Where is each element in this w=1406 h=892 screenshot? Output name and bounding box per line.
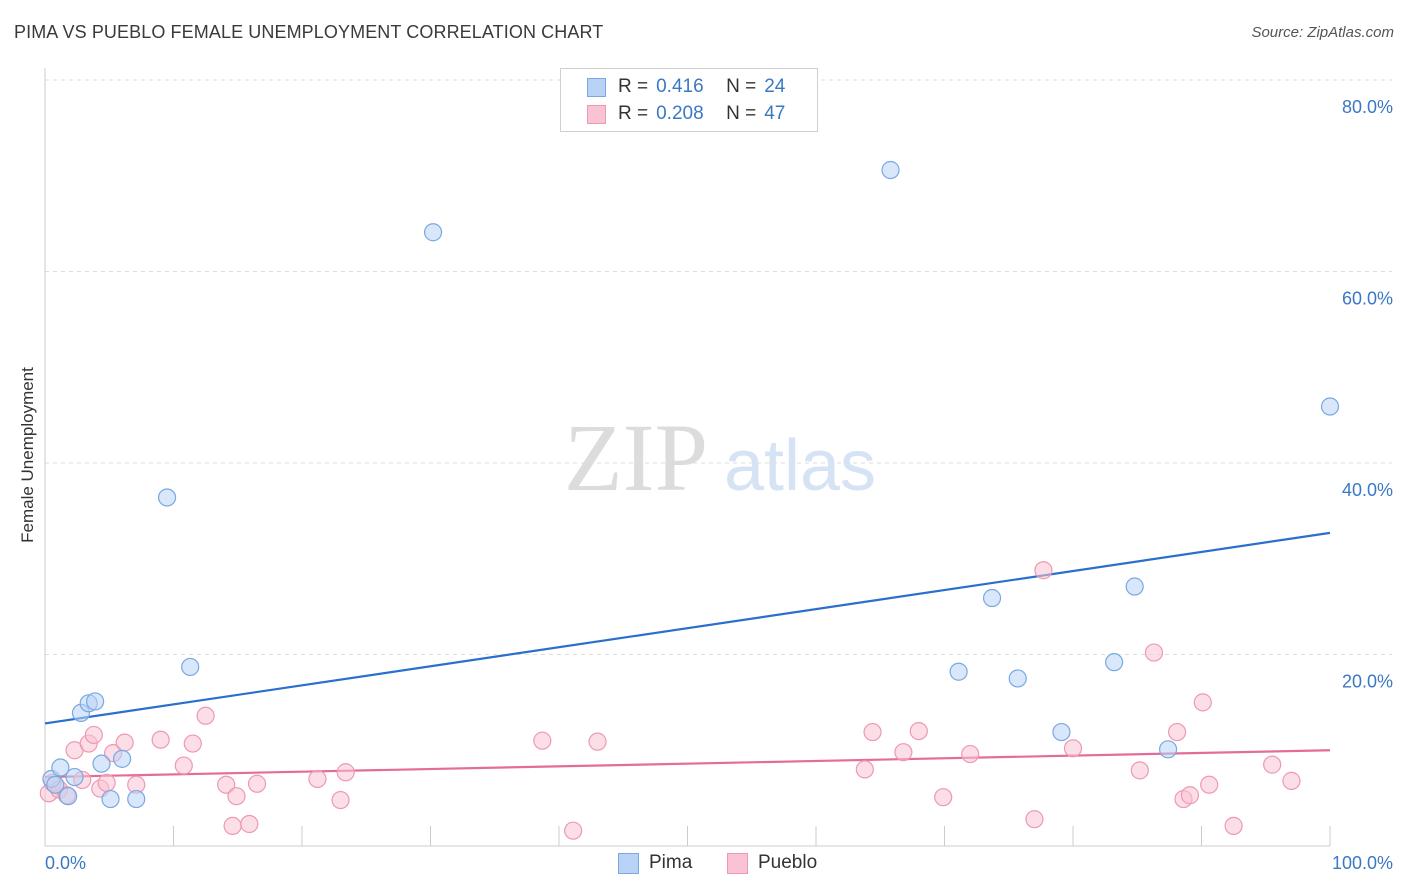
point-pueblo [97, 773, 116, 792]
point-pima [101, 789, 120, 809]
point-pueblo [240, 814, 259, 834]
point-pima [51, 758, 70, 777]
legend-n-label: N = [726, 103, 757, 124]
series-legend-pima: Pima [618, 852, 692, 874]
point-pima [59, 787, 78, 806]
point-pueblo [863, 722, 882, 742]
series-legend-pueblo: Pueblo [727, 852, 817, 874]
point-pima [46, 775, 65, 794]
x-tick-label-max: 100.0% [1332, 853, 1393, 873]
legend-n-value: 47 [764, 103, 786, 124]
trend-layer [44, 531, 1331, 779]
point-pueblo [223, 816, 242, 835]
series-legend-label-pueblo: Pueblo [758, 852, 818, 873]
y-tick-label: 60.0% [1342, 289, 1393, 309]
series-legend-swatch-pueblo [727, 852, 748, 874]
point-pueblo [1167, 722, 1187, 742]
point-pueblo [183, 734, 202, 753]
point-pima [127, 789, 146, 809]
legend-r-label: R = [618, 103, 649, 124]
legend-row-pima: R = 0.416 N = 24 [587, 75, 785, 99]
point-pueblo [1144, 643, 1164, 662]
legend-r-value: 0.208 [656, 103, 704, 124]
watermark: ZIP atlas [564, 404, 876, 511]
point-pima [181, 657, 200, 677]
point-pueblo [1180, 786, 1200, 805]
point-pima [949, 662, 968, 681]
point-pueblo [336, 763, 355, 782]
point-pima [982, 588, 1002, 608]
legend-r-value: 0.416 [656, 76, 704, 97]
trendline-pima [44, 531, 1331, 725]
points-layer [39, 160, 1340, 840]
point-pueblo [217, 775, 236, 794]
legend-n-label: N = [726, 76, 757, 97]
point-pueblo [1282, 771, 1301, 790]
point-pima [1158, 740, 1178, 759]
point-pueblo [115, 733, 134, 752]
point-pima [423, 223, 443, 242]
y-tick-label: 20.0% [1342, 672, 1393, 692]
point-pueblo [227, 787, 246, 806]
watermark-atlas: atlas [724, 426, 876, 506]
point-pueblo [1200, 775, 1219, 794]
legend-r-label: R = [618, 76, 649, 97]
legend-row-pueblo: R = 0.208 N = 47 [587, 102, 785, 126]
grid-layer [45, 79, 1392, 655]
point-pima [1008, 669, 1027, 688]
axis-layer [44, 68, 1331, 847]
point-pueblo [1263, 755, 1282, 774]
point-pueblo [247, 774, 267, 793]
point-pueblo [934, 788, 953, 807]
point-pueblo [533, 731, 552, 750]
point-pueblo [1224, 816, 1243, 835]
point-pima [157, 488, 177, 507]
point-pueblo [1130, 761, 1149, 780]
watermark-zip: ZIP [564, 404, 708, 511]
series-legend-label-pima: Pima [649, 852, 693, 873]
series-legend-swatch-pima [618, 852, 639, 874]
legend-swatch-pima [587, 77, 606, 97]
point-pueblo [564, 821, 583, 840]
y-tick-label: 40.0% [1342, 480, 1393, 500]
source-label: Source: ZipAtlas.com [1251, 24, 1394, 41]
point-pueblo [1025, 810, 1044, 829]
point-pueblo [174, 756, 193, 775]
point-pueblo [84, 725, 103, 745]
point-pima [92, 754, 111, 773]
legend-swatch-pueblo [587, 104, 606, 124]
point-pueblo [151, 730, 170, 749]
point-pima [86, 692, 105, 711]
trendline-pueblo [44, 749, 1331, 779]
point-pueblo [894, 743, 913, 762]
stats-legend: R = 0.416 N = 24 R = 0.208 N = 47 [560, 68, 818, 132]
point-pueblo [1034, 561, 1053, 580]
point-pueblo [909, 721, 928, 741]
point-pima [65, 767, 84, 787]
point-pima [1320, 397, 1340, 416]
x-tick-label-min: 0.0% [45, 853, 86, 873]
tick-labels: 20.0% 40.0% 60.0% 80.0% 0.0% 100.0% [45, 97, 1393, 873]
point-pima [1105, 653, 1124, 672]
point-pueblo [1063, 739, 1083, 758]
point-pima [1052, 722, 1071, 742]
series-legend: Pima Pueblo [0, 852, 1406, 876]
point-pima [112, 749, 132, 768]
point-pueblo [196, 706, 215, 725]
point-pueblo [1193, 693, 1212, 712]
chart-title: PIMA VS PUEBLO FEMALE UNEMPLOYMENT CORRE… [14, 22, 604, 42]
point-pima [1125, 577, 1144, 596]
legend-n-value: 24 [764, 76, 786, 97]
point-pueblo [308, 769, 327, 789]
point-pueblo [588, 732, 607, 751]
point-pueblo [331, 790, 350, 810]
point-pueblo [961, 744, 980, 764]
point-pima [881, 160, 900, 180]
point-pueblo [855, 760, 874, 779]
y-tick-label: 80.0% [1342, 97, 1393, 117]
